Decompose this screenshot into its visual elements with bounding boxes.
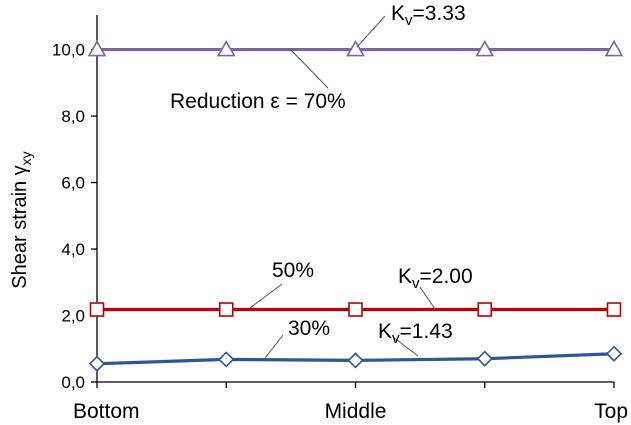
annotation-part: v	[405, 12, 413, 29]
annotation-part: v	[412, 275, 420, 292]
y-tick-label: 2,0	[61, 307, 85, 326]
leader-kv333	[356, 15, 386, 48]
data-point	[347, 352, 364, 369]
annotation-part: v	[392, 330, 400, 347]
annotation-part: K	[378, 320, 392, 343]
axes	[96, 15, 614, 383]
x-tick-label: Bottom	[73, 400, 140, 423]
data-point	[346, 39, 365, 57]
annotation-50: 50%	[272, 259, 314, 282]
annotation-part: 30%	[288, 317, 330, 340]
annotation-leaders	[249, 15, 436, 359]
annotation-reduction: Reduction ε = 70%	[170, 90, 346, 113]
annotation-30: 30%	[288, 317, 330, 340]
annotation-part: =3.33	[413, 2, 466, 25]
y-ticks: 0,0 2,0 4,0 6,0 8,0 10,0	[52, 41, 97, 392]
y-tick-label: 6,0	[61, 174, 85, 193]
leader-kv200	[419, 286, 436, 310]
data-point	[218, 351, 235, 368]
data-point	[87, 39, 107, 57]
x-ticks: Bottom Middle Top	[73, 382, 628, 423]
annotation-kv143: Kv=1.43	[378, 320, 453, 347]
leader-kv143	[392, 336, 419, 357]
data-point	[89, 302, 105, 317]
x-tick-label: Top	[594, 400, 628, 423]
annotation-part: =1.43	[400, 320, 453, 343]
data-point	[216, 39, 236, 57]
y-axis-label-text: Shear strain	[9, 175, 31, 288]
annotation-part: 50%	[272, 259, 314, 282]
series-layer	[87, 39, 624, 372]
data-point	[88, 355, 106, 372]
x-tick-label: Middle	[325, 400, 387, 423]
annotation-part: K	[391, 2, 405, 25]
data-point	[604, 39, 624, 57]
data-point	[475, 39, 495, 57]
y-axis-label-subscript: xy	[18, 151, 34, 165]
data-point	[606, 302, 622, 317]
data-point	[477, 302, 493, 317]
data-point	[348, 302, 363, 317]
leader-50	[249, 283, 283, 309]
y-tick-label: 10,0	[52, 41, 85, 60]
annotation-part: =2.00	[420, 265, 473, 288]
data-point	[218, 302, 234, 317]
leader-30	[264, 334, 284, 359]
y-tick-label: 0,0	[61, 373, 85, 392]
y-tick-label: 8,0	[61, 107, 85, 126]
data-point	[476, 350, 493, 367]
annotation-kv200: Kv=2.00	[398, 265, 473, 292]
y-axis-label-symbol: γ	[9, 165, 31, 175]
y-tick-label: 4,0	[61, 240, 85, 259]
leader-reduction	[289, 48, 329, 89]
annotation-kv333: Kv=3.33	[391, 2, 466, 29]
y-axis-label: Shear strain γxy	[9, 151, 34, 288]
annotation-part: Reduction ε = 70%	[170, 90, 346, 113]
data-point	[605, 345, 623, 362]
annotation-part: K	[398, 265, 412, 288]
